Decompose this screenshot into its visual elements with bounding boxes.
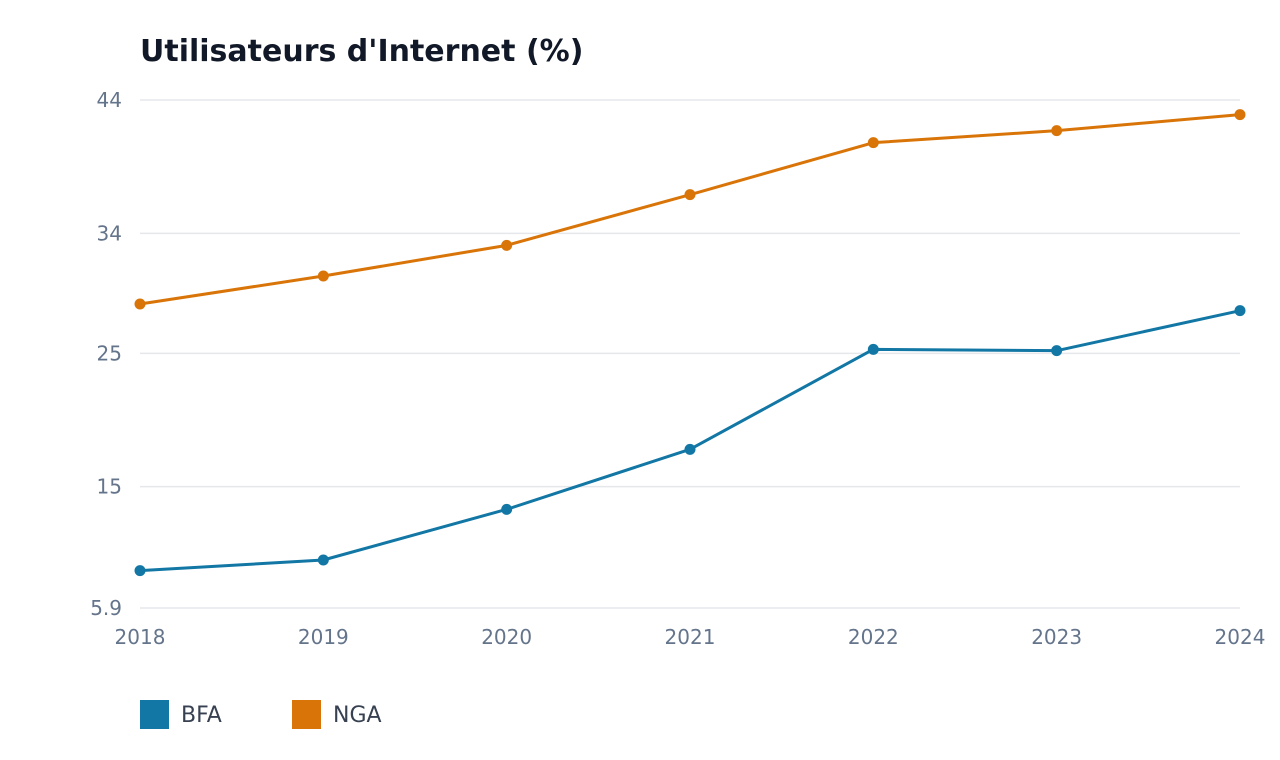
legend-swatch-nga xyxy=(292,700,321,729)
y-axis-tick-labels: 5.9 15 25 34 44 xyxy=(90,88,122,620)
data-point-nga xyxy=(317,270,329,282)
series-line-nga xyxy=(138,113,1242,306)
y-tick-label: 34 xyxy=(97,221,122,245)
x-tick-label: 2023 xyxy=(1031,625,1082,649)
data-point-nga xyxy=(684,189,696,201)
data-point-bfa xyxy=(1051,345,1063,357)
x-tick-label: 2022 xyxy=(848,625,899,649)
series-lines xyxy=(134,109,1246,577)
legend-label-bfa: BFA xyxy=(181,703,222,728)
data-point-bfa xyxy=(317,554,329,566)
gridlines xyxy=(140,99,1240,609)
data-point-bfa xyxy=(684,443,696,455)
series-nga xyxy=(134,109,1246,310)
x-axis-tick-labels: 2018 2019 2020 2021 2022 2023 2024 xyxy=(115,625,1266,649)
data-point-nga xyxy=(134,298,146,310)
x-tick-label: 2024 xyxy=(1215,625,1266,649)
y-tick-label: 25 xyxy=(97,341,122,365)
data-point-bfa xyxy=(501,503,513,515)
y-tick-label: 44 xyxy=(97,88,122,112)
data-point-bfa xyxy=(1234,305,1246,317)
data-point-nga xyxy=(501,239,513,251)
legend-swatch-bfa xyxy=(140,700,169,729)
y-tick-label: 15 xyxy=(97,475,122,499)
x-tick-label: 2020 xyxy=(481,625,532,649)
legend-label-nga: NGA xyxy=(333,703,382,728)
legend: BFA NGA xyxy=(140,700,382,729)
series-bfa xyxy=(134,305,1246,577)
data-point-nga xyxy=(867,137,879,149)
series-line-bfa xyxy=(138,309,1242,573)
y-tick-label: 5.9 xyxy=(90,596,122,620)
x-tick-label: 2018 xyxy=(115,625,166,649)
data-point-nga xyxy=(1234,109,1246,121)
data-point-bfa xyxy=(134,565,146,577)
chart-title: Utilisateurs d'Internet (%) xyxy=(140,34,583,69)
x-tick-label: 2019 xyxy=(298,625,349,649)
x-tick-label: 2021 xyxy=(665,625,716,649)
data-point-bfa xyxy=(867,343,879,355)
data-point-nga xyxy=(1051,125,1063,137)
